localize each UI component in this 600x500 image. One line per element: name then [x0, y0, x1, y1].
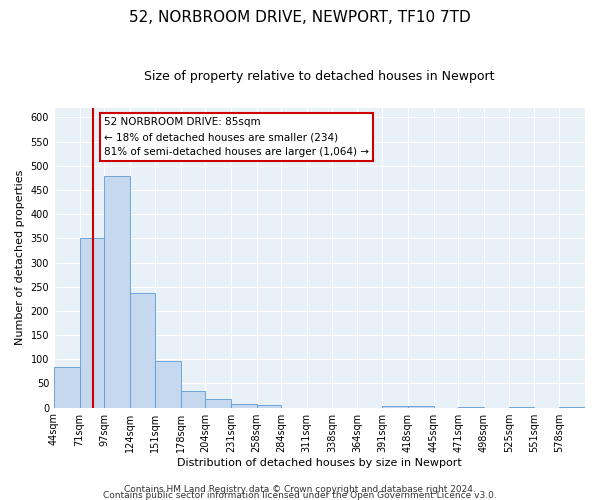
Text: 52, NORBROOM DRIVE, NEWPORT, TF10 7TD: 52, NORBROOM DRIVE, NEWPORT, TF10 7TD [129, 10, 471, 25]
Bar [382, 406, 408, 407]
Bar [80, 238, 104, 408]
Y-axis label: Number of detached properties: Number of detached properties [15, 170, 25, 346]
Bar [559, 406, 585, 408]
Text: 52 NORBROOM DRIVE: 85sqm
← 18% of detached houses are smaller (234)
81% of semi-: 52 NORBROOM DRIVE: 85sqm ← 18% of detach… [104, 118, 369, 157]
Text: Contains HM Land Registry data © Crown copyright and database right 2024.: Contains HM Land Registry data © Crown c… [124, 484, 476, 494]
Bar [130, 293, 155, 408]
Bar [257, 405, 281, 407]
Bar [458, 406, 484, 408]
X-axis label: Distribution of detached houses by size in Newport: Distribution of detached houses by size … [177, 458, 462, 468]
Bar [54, 368, 80, 408]
Title: Size of property relative to detached houses in Newport: Size of property relative to detached ho… [144, 70, 495, 83]
Bar [181, 390, 205, 407]
Bar [509, 406, 534, 408]
Bar [231, 404, 257, 407]
Text: Contains public sector information licensed under the Open Government Licence v3: Contains public sector information licen… [103, 491, 497, 500]
Bar [104, 176, 130, 408]
Bar [205, 399, 231, 407]
Bar [408, 406, 434, 407]
Bar [155, 360, 181, 408]
